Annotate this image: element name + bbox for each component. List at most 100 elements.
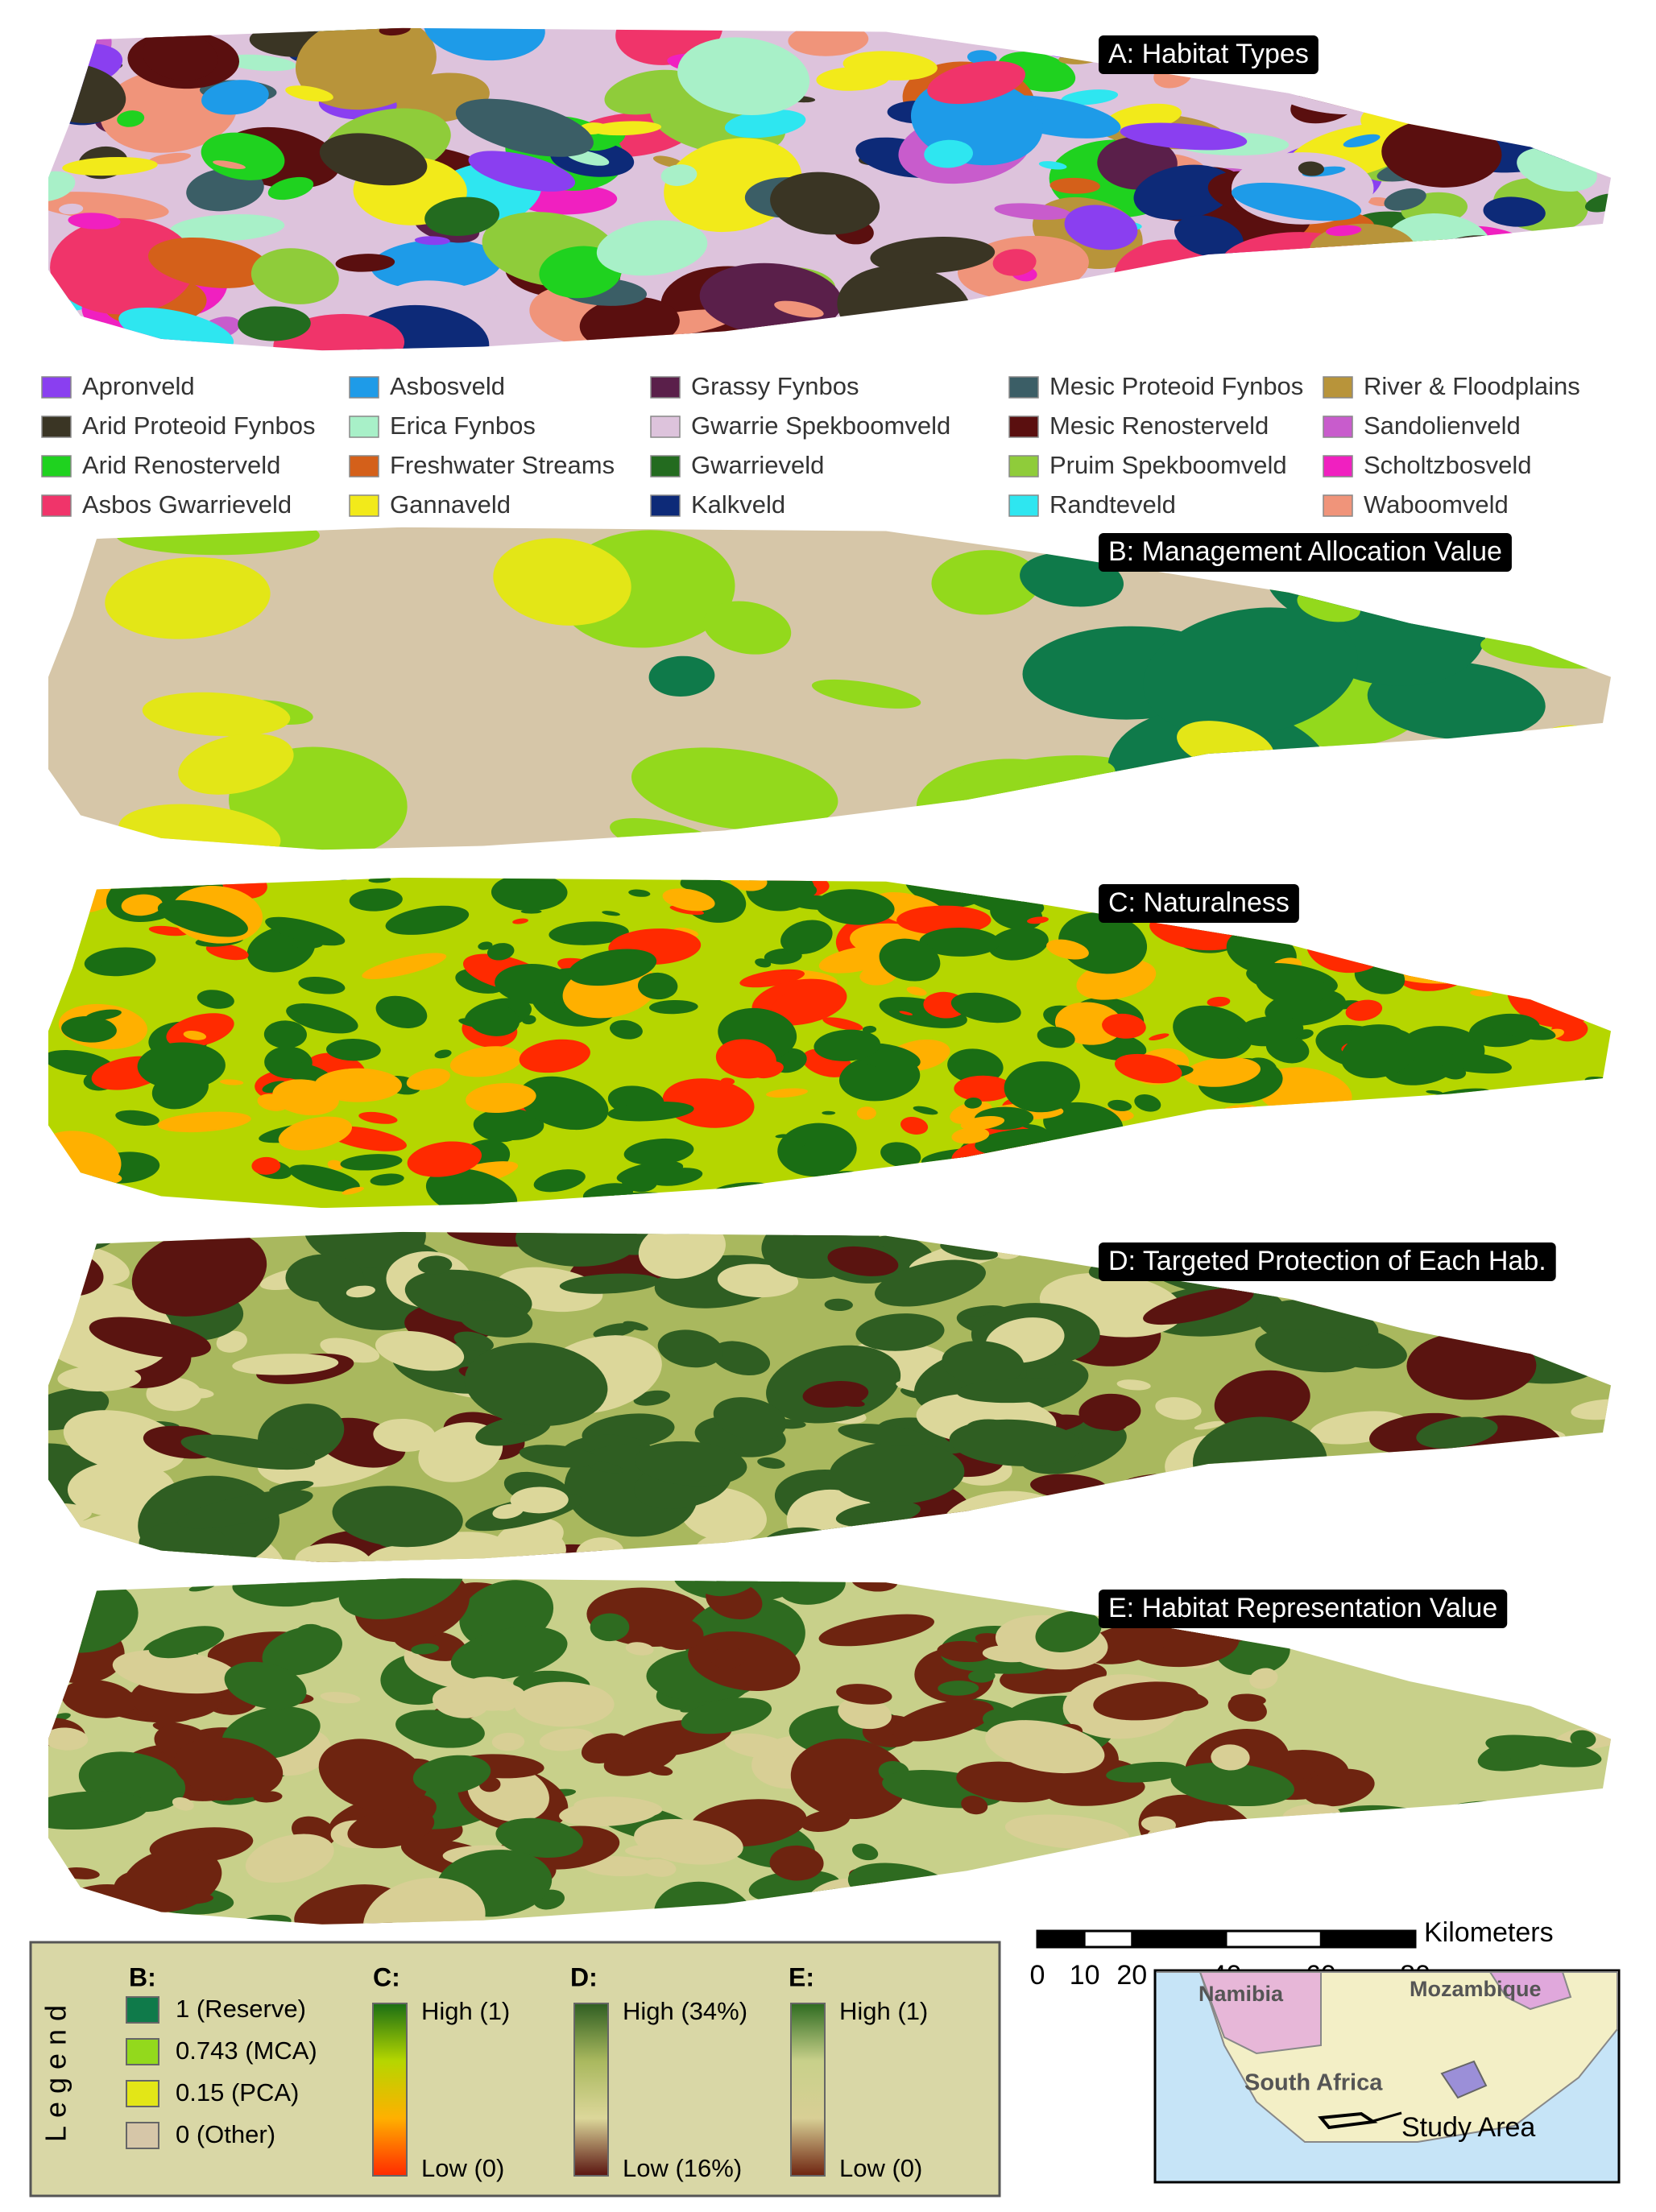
panel-title: E: Habitat Representation Value xyxy=(1108,1593,1497,1623)
map-patch xyxy=(340,1154,403,1171)
map-patch xyxy=(85,1009,122,1021)
gradient-high: High (1) xyxy=(839,1997,928,2025)
map-patch xyxy=(1064,205,1138,250)
panel-titles: A: Habitat Types B: Management Allocation… xyxy=(1099,35,1556,1628)
map-patch xyxy=(1021,1192,1063,1207)
map-patch xyxy=(1116,320,1144,338)
map-patch xyxy=(1211,1744,1250,1771)
map-patch xyxy=(903,1904,997,1925)
map-patch xyxy=(1313,302,1388,329)
map-patch xyxy=(1410,27,1517,63)
scale-segment xyxy=(1320,1931,1415,1947)
map-patch xyxy=(954,1075,1013,1102)
map-patch xyxy=(994,1172,1066,1209)
map-patch xyxy=(604,69,697,115)
legend-swatch xyxy=(126,2080,159,2107)
map-panels xyxy=(48,27,1611,1925)
map-patch xyxy=(1214,1370,1310,1432)
map-patch xyxy=(1474,1467,1578,1528)
map-patch xyxy=(874,1259,986,1307)
map-patch xyxy=(724,110,806,139)
map-patch xyxy=(1565,33,1611,64)
legend-swatch xyxy=(41,455,72,478)
map-patch xyxy=(325,1038,381,1061)
legend-label: Arid Proteoid Fynbos xyxy=(82,411,315,440)
map-patch xyxy=(816,889,895,925)
map-patch xyxy=(1180,1152,1223,1170)
map-patch xyxy=(1008,1578,1072,1602)
legend-label: Gwarrie Spekboomveld xyxy=(691,411,950,440)
map-patch xyxy=(216,1330,247,1353)
map-patch xyxy=(1313,904,1330,908)
map-patch xyxy=(590,121,662,136)
scale-segment xyxy=(1037,1931,1085,1947)
map-patch xyxy=(1249,1668,1278,1689)
map-patch xyxy=(994,203,1072,220)
map-patch xyxy=(1479,245,1571,290)
map-patch xyxy=(602,911,620,916)
map-patch xyxy=(1093,1681,1199,1721)
title-bg xyxy=(1099,35,1319,74)
map-patch xyxy=(122,1550,155,1561)
legend-swatch xyxy=(126,2038,159,2065)
legend-label: Apronveld xyxy=(82,372,195,400)
map-patch xyxy=(118,308,234,351)
map-patch xyxy=(1214,1827,1325,1858)
map-patch xyxy=(1061,89,1119,105)
map-patch xyxy=(769,1845,824,1881)
map-patch xyxy=(491,877,568,912)
map-patch xyxy=(862,1025,877,1034)
map-patch xyxy=(1560,125,1604,145)
legend-label: Randteveld xyxy=(1049,490,1176,519)
map-patch xyxy=(1442,259,1483,286)
map-patch xyxy=(855,1313,945,1351)
map-patch xyxy=(703,601,792,655)
map-patch xyxy=(468,151,576,192)
map-patch xyxy=(648,999,698,1015)
map-patch xyxy=(278,1116,353,1151)
map-patch xyxy=(778,1578,846,1605)
map-patch xyxy=(609,1019,643,1040)
map-patch xyxy=(1364,276,1497,351)
map-patch xyxy=(335,254,395,272)
map-patch xyxy=(417,1255,453,1275)
map-patch xyxy=(1534,877,1574,896)
map-patch xyxy=(137,1042,226,1089)
map-patch xyxy=(1126,249,1157,267)
map-patch xyxy=(774,300,824,318)
map-patch xyxy=(1302,1768,1375,1807)
map-patch xyxy=(1353,1862,1437,1906)
map-patch xyxy=(62,156,158,176)
inset-label: Namibia xyxy=(1199,1982,1284,2006)
map-patch xyxy=(822,1017,863,1031)
map-patch xyxy=(1458,912,1537,948)
map-patch xyxy=(450,1626,568,1681)
map-patch xyxy=(1163,278,1236,319)
map-patch xyxy=(1469,935,1505,953)
legend-label: Freshwater Streams xyxy=(390,451,615,479)
legend-label: Scholtzbosveld xyxy=(1364,451,1532,479)
map-patch xyxy=(1277,1817,1368,1865)
map-patch xyxy=(131,1231,267,1317)
map-patch xyxy=(968,877,1064,894)
map-patch xyxy=(757,1457,785,1469)
map-patch xyxy=(1435,28,1502,56)
map-patch xyxy=(148,925,188,936)
map-patch xyxy=(1155,1397,1202,1420)
map-patch xyxy=(811,679,921,709)
map-patch xyxy=(362,953,447,979)
map-patch xyxy=(677,37,810,116)
map-patch xyxy=(952,1052,976,1065)
scale-label: 10 xyxy=(1070,1960,1100,1991)
map-patch xyxy=(371,239,502,290)
map-patch xyxy=(1450,1480,1495,1495)
map-patch xyxy=(495,964,575,1004)
map-patch xyxy=(756,27,796,30)
map-patch xyxy=(458,1300,533,1338)
map-patch xyxy=(1426,259,1451,271)
map-patch xyxy=(938,1681,979,1696)
map-patch xyxy=(1443,768,1536,804)
map-patch xyxy=(949,1419,1083,1466)
map-patch xyxy=(295,1543,372,1563)
map-patch xyxy=(586,1461,624,1474)
